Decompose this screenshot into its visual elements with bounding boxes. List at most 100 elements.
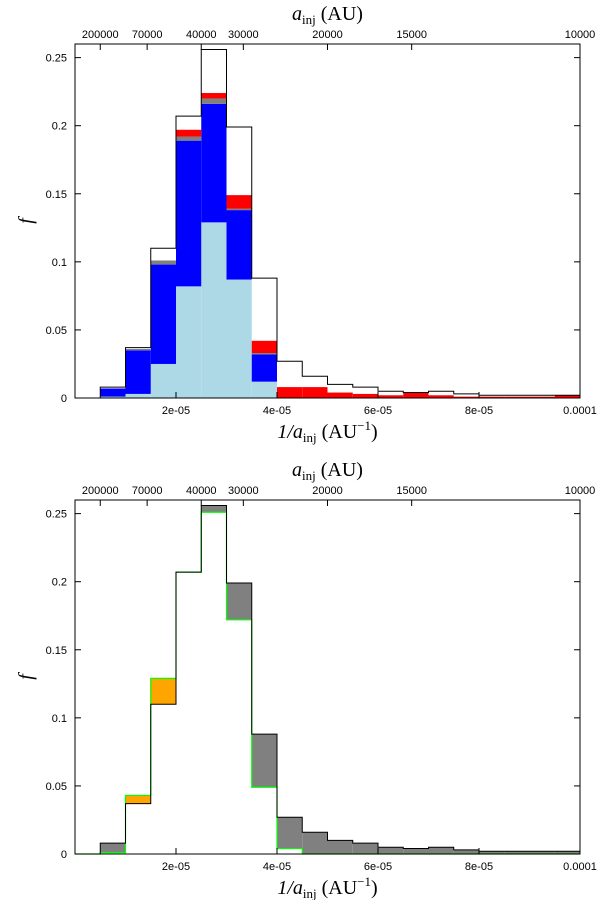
x2-tick-label: 15000 (396, 29, 427, 41)
bottom-axes: 0 0.05 0.1 0.15 0.2 0.25 2e-05 4e-05 6e-05 8e-05 0… (15, 459, 597, 900)
difference-bar (352, 843, 378, 854)
histogram-bar-series-3 (378, 395, 404, 398)
x2-axis-title-main: a (292, 459, 302, 481)
x2-tick-label: 10000 (565, 485, 596, 497)
x-tick-label: 2e-05 (162, 861, 190, 873)
histogram-bar-series-1 (201, 103, 227, 223)
histogram-bar-series-3 (302, 387, 328, 398)
x-axis-title-close: ) (371, 877, 378, 899)
histogram-bar-series-1 (100, 388, 126, 397)
y-tick-label: 0 (61, 849, 67, 861)
histogram-bar-series-3 (327, 392, 353, 398)
histogram-bar-series-0 (251, 381, 277, 398)
x-axis-title-sup: −1 (357, 874, 371, 889)
histogram-bottom-panel: 0 0.05 0.1 0.15 0.2 0.25 2e-05 4e-05 6e-05 8e-05 0… (15, 459, 597, 900)
histogram-bar-series-3 (453, 396, 479, 398)
histogram-bar-series-3 (504, 396, 530, 398)
histogram-bar-series-3 (251, 340, 277, 354)
y-tick-label: 0.2 (52, 121, 67, 133)
x-tick-label: 6e-05 (364, 405, 392, 417)
x2-tick-label: 20000 (312, 485, 343, 497)
x2-tick-label: 40000 (186, 29, 217, 41)
x-axis-title: 1/ainj (AU−1) (277, 874, 377, 900)
y-tick-label: 0.05 (46, 325, 67, 337)
x-axis-title-main: 1/a (277, 877, 303, 899)
x2-tick-label: 30000 (228, 29, 259, 41)
x-tick-label: 2e-05 (162, 405, 190, 417)
x-axis-title-units: (AU (322, 877, 358, 899)
x2-axis-title-units: (AU) (321, 3, 363, 25)
histogram-bar-series-2 (201, 98, 227, 104)
difference-bar (100, 843, 126, 853)
histogram-bar-series-2 (176, 136, 202, 141)
difference-bar (302, 832, 328, 854)
y-tick-label: 0.1 (52, 257, 67, 269)
x2-tick-label: 10000 (565, 29, 596, 41)
x-tick-label: 6e-05 (364, 861, 392, 873)
histogram-bar-series-2 (251, 353, 277, 355)
top-outline-histogram (75, 48, 581, 399)
series-a-histogram-line (75, 504, 581, 855)
histogram-bar-series-3 (554, 395, 580, 398)
histogram-bar-series-3 (403, 392, 429, 398)
x-tick-label: 0.0001 (563, 861, 597, 873)
bottom-difference-fills (100, 505, 580, 854)
x-tick-label: 4e-05 (263, 861, 291, 873)
x-tick-label: 0.0001 (563, 405, 597, 417)
x2-tick-label: 40000 (186, 485, 217, 497)
x2-axis-title-sub: inj (302, 12, 316, 27)
x2-axis-title-main: a (292, 3, 302, 25)
histogram-bar-series-1 (251, 354, 277, 382)
histogram-bar-series-3 (352, 393, 378, 398)
histogram-bar-series-3 (428, 395, 454, 398)
difference-bar (529, 851, 555, 854)
x2-tick-label: 70000 (132, 29, 163, 41)
histogram-bar-series-3 (201, 93, 227, 99)
x2-axis-title-sub: inj (302, 468, 316, 483)
histogram-bar-series-3 (479, 396, 505, 398)
difference-bar (504, 851, 530, 854)
x2-tick-label: 30000 (228, 485, 259, 497)
difference-bar (428, 847, 454, 854)
x2-tick-label: 70000 (132, 485, 163, 497)
histogram-bar-series-0 (100, 396, 126, 398)
difference-bar (125, 795, 151, 804)
x-axis-title-close: ) (371, 421, 378, 443)
x2-axis-title-units: (AU) (321, 459, 363, 481)
histogram-bar-series-0 (176, 286, 202, 398)
histogram-bar-series-1 (226, 210, 252, 280)
x-axis-title-sub: inj (303, 430, 317, 445)
histogram-bar-series-0 (226, 279, 252, 398)
x-axis-title-sup: −1 (357, 418, 371, 433)
x-tick-label: 8e-05 (465, 861, 493, 873)
x-axis-title-sub: inj (303, 886, 317, 900)
difference-bar (150, 678, 176, 705)
x2-axis-title: ainj (AU) (292, 459, 363, 483)
y-tick-label: 0.25 (46, 53, 67, 65)
histogram-top-panel: 0 0.05 0.1 0.15 0.2 0.25 2e-05 4e-05 6e-05 8e-05 0… (15, 3, 597, 445)
histogram-bar-series-3 (176, 129, 202, 137)
difference-bar (378, 847, 404, 854)
histogram-bar-series-2 (150, 260, 176, 265)
outline-histogram-line (75, 48, 581, 399)
difference-bar (251, 734, 277, 788)
histogram-bar-series-3 (277, 387, 303, 398)
x-tick-label: 8e-05 (465, 405, 493, 417)
x-axis-title: 1/ainj (AU−1) (277, 418, 377, 445)
difference-bar (201, 505, 227, 513)
x2-tick-label: 200000 (82, 485, 119, 497)
difference-bar (554, 851, 580, 854)
histogram-bar-series-0 (201, 222, 227, 398)
difference-bar (226, 583, 252, 620)
histogram-bar-series-1 (150, 264, 176, 364)
top-stacked-bars (100, 93, 580, 398)
histogram-bar-series-1 (176, 140, 202, 287)
x2-tick-label: 200000 (82, 29, 119, 41)
x-axis-title-units: (AU (322, 421, 358, 443)
y-tick-label: 0.05 (46, 781, 67, 793)
y-tick-label: 0.25 (46, 509, 67, 521)
x-axis-title-main: 1/a (277, 421, 303, 443)
x2-tick-label: 15000 (396, 485, 427, 497)
y-axis-title: f (15, 672, 37, 680)
